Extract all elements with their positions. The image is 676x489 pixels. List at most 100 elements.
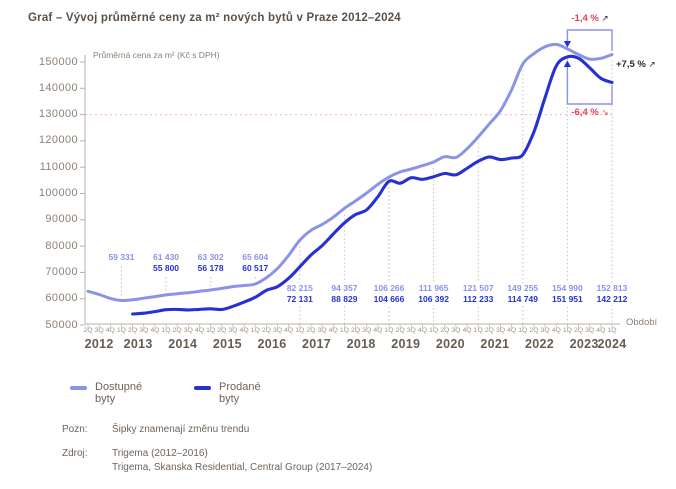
annotation-available-change: -1,4 % ↗	[571, 13, 608, 24]
quarter-tick-label: 1Q	[116, 327, 126, 334]
y-tick-label: 120000	[38, 134, 78, 147]
quarter-tick-label: 2Q	[574, 327, 584, 334]
top-bracket	[566, 29, 613, 51]
data-point-labels-2023: 154 990 151 951	[550, 283, 585, 305]
quarter-tick-label: 3Q	[272, 327, 283, 334]
quarter-tick-label: 3Q	[451, 327, 461, 334]
sold-line	[131, 54, 614, 316]
quarter-tick-label: 2Q	[484, 327, 494, 334]
quarter-tick-label: 3Q	[362, 327, 372, 334]
quarter-tick-label: 4Q	[284, 327, 294, 334]
y-tick-label: 90000	[45, 213, 78, 226]
available-line-swatch-icon	[70, 386, 87, 390]
quarter-tick-label: 1Q	[562, 327, 572, 334]
trend-up-arrow-icon: ↗	[648, 59, 656, 69]
data-point-labels-2013: 59 331	[106, 252, 137, 263]
trend-up-arrow-icon: ↗	[601, 13, 609, 23]
quarter-tick-label: 3Q	[228, 327, 238, 334]
quarter-tick-label: 1Q	[206, 327, 216, 334]
quarter-tick-label: 4Q	[105, 327, 115, 334]
y-tick-label: 50000	[45, 318, 78, 331]
year-label: 2020	[435, 337, 465, 351]
quarter-tick-label: 1Q	[295, 327, 305, 334]
quarter-tick-label: 1Q	[473, 327, 483, 334]
quarter-tick-label: 4Q	[150, 327, 160, 334]
quarter-tick-label: 4Q	[328, 327, 338, 334]
sold-line-swatch-icon	[194, 386, 211, 390]
year-label: 2022	[525, 337, 555, 351]
source-line-1: Trigema (2012–2016)	[112, 448, 208, 459]
year-label: 2023	[569, 337, 599, 351]
quarter-tick-label: 3Q	[495, 327, 506, 334]
note-label: Pozn:	[62, 424, 88, 435]
quarter-tick-label: 4Q	[373, 327, 383, 334]
quarter-tick-label: 4Q	[507, 327, 517, 334]
quarter-tick-label: 1Q	[250, 327, 260, 334]
y-tick-label: 100000	[38, 187, 78, 199]
data-point-labels-2018: 94 357 88 829	[329, 283, 360, 305]
chart-title: Graf – Vývoj průměrné ceny za m² nových …	[28, 12, 401, 24]
y-tick-label: 140000	[38, 81, 78, 94]
data-point-labels-2017: 82 215 72 131	[284, 283, 315, 305]
quarter-tick-label: 2Q	[440, 327, 450, 334]
year-label: 2012	[84, 337, 114, 351]
quarter-tick-label: 4Q	[194, 327, 205, 334]
year-label: 2016	[257, 337, 287, 351]
quarter-tick-label: 2Q	[172, 327, 182, 334]
annotation-top-value: -1,4 %	[571, 13, 599, 24]
source-label: Zdroj:	[62, 448, 88, 459]
annotation-sold-change: -6,4 % ↘	[571, 107, 608, 118]
annotation-right-value: +7,5 %	[616, 59, 646, 70]
y-tick-label: 60000	[45, 292, 78, 305]
year-label: 2015	[212, 337, 242, 351]
top-bracket-arrowhead-icon	[563, 41, 572, 48]
data-point-labels-2022: 149 255 114 749	[505, 283, 541, 305]
y-tick-label: 150000	[38, 55, 78, 68]
y-tick-label: 70000	[45, 265, 78, 278]
quarter-tick-label: 1Q	[339, 327, 349, 334]
quarter-tick-label: 2Q	[128, 327, 138, 334]
data-point-labels-2021: 121 507 112 233	[460, 283, 496, 305]
quarter-tick-label: 4Q	[239, 327, 249, 334]
quarter-tick-label: 4Q	[462, 327, 472, 334]
quarter-tick-label: 1Q	[607, 327, 617, 334]
quarter-tick-label: 3Q	[94, 327, 104, 334]
y-tick-label: 110000	[39, 160, 78, 173]
quarter-tick-label: 3Q	[317, 327, 327, 334]
data-point-labels-2016: 65 604 60 517	[240, 252, 271, 274]
quarter-tick-label: 1Q	[384, 327, 394, 334]
x-axis-title: Období	[626, 317, 658, 328]
source-line-2: Trigema, Skanska Residential, Central Gr…	[112, 462, 373, 473]
year-label: 2017	[302, 337, 332, 351]
year-label: 2019	[391, 337, 421, 351]
quarter-tick-label: 4Q	[417, 327, 427, 334]
data-point-labels-2024: 152 813 142 212	[594, 283, 630, 305]
annotation-bottom-value: -6,4 %	[571, 107, 599, 118]
quarter-tick-label: 2Q	[217, 327, 227, 334]
quarter-tick-label: 2Q	[351, 327, 361, 334]
quarter-tick-label: 4Q	[596, 327, 606, 334]
data-point-labels-2020: 111 965 106 392	[416, 283, 451, 305]
trend-down-arrow-icon: ↘	[601, 107, 609, 117]
quarter-tick-label: 1Q	[518, 327, 528, 334]
annotation-price-gap: +7,5 % ↗	[616, 59, 656, 70]
quarter-tick-label: 2Q	[529, 327, 539, 334]
y-axis-title: Průměrná cena za m² (Kč s DPH)	[93, 50, 220, 60]
y-tick-label: 130000	[38, 108, 78, 121]
note-text: Šipky znamenají změnu trendu	[112, 424, 250, 435]
quarter-tick-label: 3Q	[406, 327, 416, 334]
bottom-bracket-arrowhead-icon	[563, 60, 572, 67]
chart-legend: Dostupné byty Prodané byty	[0, 380, 676, 405]
year-label: 2014	[168, 337, 198, 351]
y-tick-label: 80000	[45, 239, 78, 252]
year-label: 2021	[480, 337, 510, 351]
quarter-tick-label: 2Q	[83, 327, 93, 334]
legend-label-available: Dostupné byty	[95, 381, 143, 405]
quarter-tick-label: 3Q	[540, 327, 550, 334]
quarter-tick-label: 4Q	[551, 327, 561, 334]
quarter-tick-label: 1Q	[429, 327, 439, 334]
year-label: 2013	[123, 337, 153, 351]
